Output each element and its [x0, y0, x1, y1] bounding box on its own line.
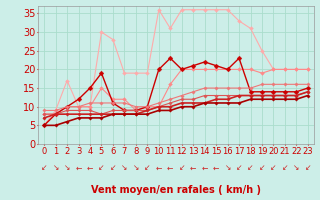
- Text: ←: ←: [190, 163, 196, 172]
- Text: ↙: ↙: [247, 163, 254, 172]
- Text: ↙: ↙: [98, 163, 105, 172]
- Text: ↙: ↙: [259, 163, 265, 172]
- Text: ↙: ↙: [305, 163, 311, 172]
- Text: ←: ←: [87, 163, 93, 172]
- Text: ↙: ↙: [270, 163, 277, 172]
- Text: Vent moyen/en rafales ( km/h ): Vent moyen/en rafales ( km/h ): [91, 185, 261, 195]
- Text: ↙: ↙: [144, 163, 150, 172]
- Text: ↘: ↘: [224, 163, 231, 172]
- Text: ↘: ↘: [64, 163, 70, 172]
- Text: ↘: ↘: [133, 163, 139, 172]
- Text: ←: ←: [213, 163, 219, 172]
- Text: ↙: ↙: [110, 163, 116, 172]
- Text: ↘: ↘: [121, 163, 128, 172]
- Text: ←: ←: [75, 163, 82, 172]
- Text: ↙: ↙: [179, 163, 185, 172]
- Text: ↘: ↘: [52, 163, 59, 172]
- Text: ↙: ↙: [236, 163, 242, 172]
- Text: ↙: ↙: [282, 163, 288, 172]
- Text: ↘: ↘: [293, 163, 300, 172]
- Text: ←: ←: [202, 163, 208, 172]
- Text: ←: ←: [167, 163, 173, 172]
- Text: ↙: ↙: [41, 163, 47, 172]
- Text: ←: ←: [156, 163, 162, 172]
